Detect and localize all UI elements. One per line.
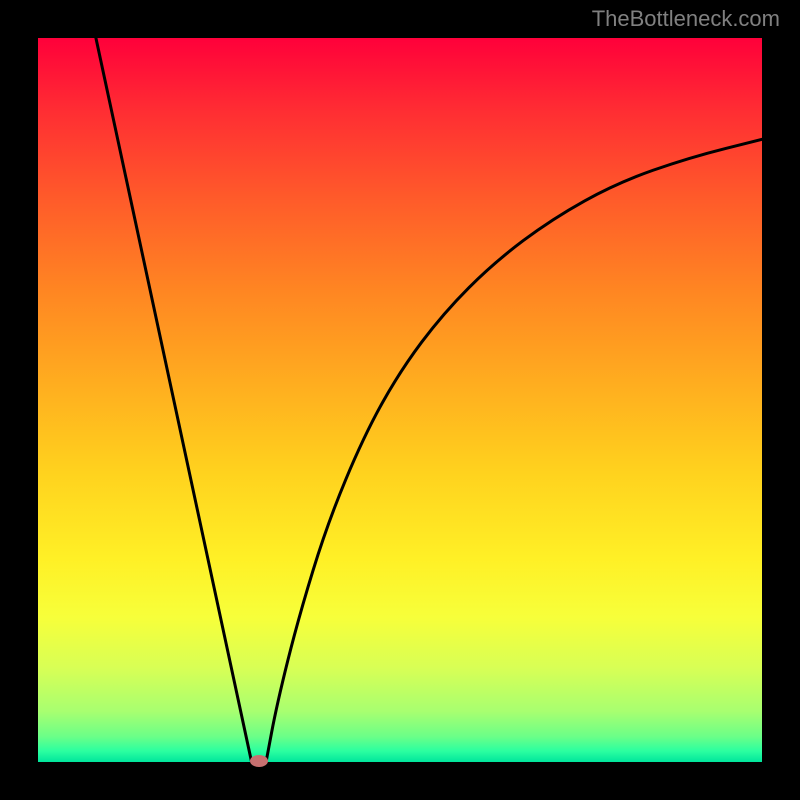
curve-layer xyxy=(38,38,762,762)
minimum-marker xyxy=(250,755,268,767)
plot-area xyxy=(38,38,762,762)
chart-container: TheBottleneck.com xyxy=(0,0,800,800)
watermark-text: TheBottleneck.com xyxy=(592,6,780,32)
